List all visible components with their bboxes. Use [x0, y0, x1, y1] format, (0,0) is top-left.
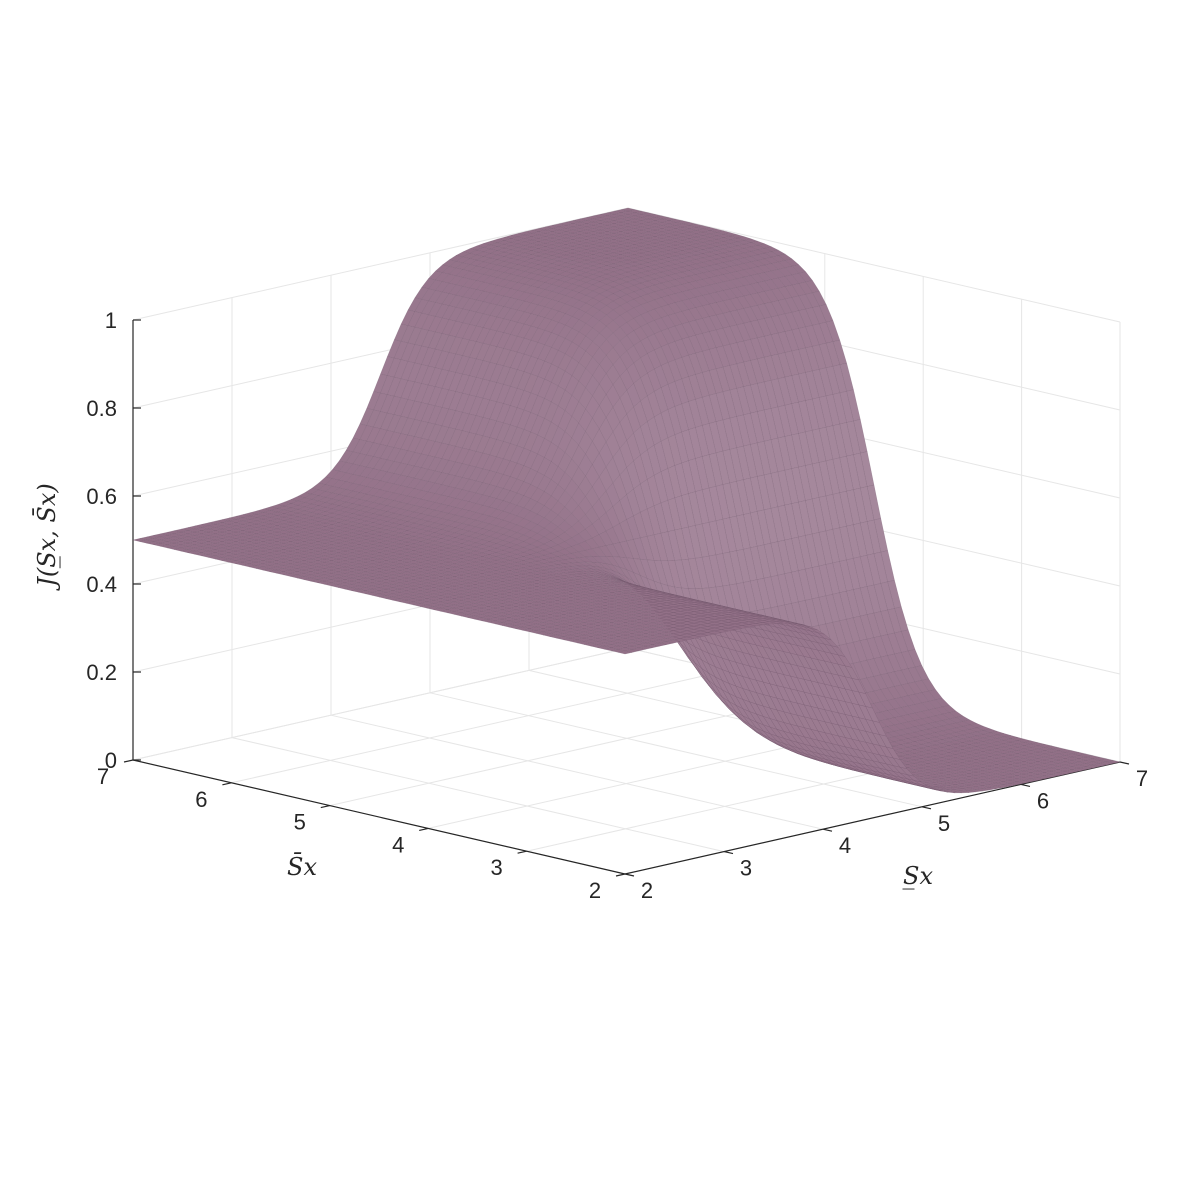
y-tick-mark — [517, 850, 527, 854]
grid-line — [429, 692, 923, 808]
grid-line — [627, 207, 1121, 323]
y-tick-mark — [222, 782, 232, 786]
x-tick-mark — [624, 873, 635, 877]
x-tick-mark — [921, 806, 932, 810]
x-tick-mark — [1020, 783, 1031, 787]
x-tick-mark — [822, 828, 833, 832]
y-tick-mark — [123, 759, 134, 763]
x-tick-mark — [723, 851, 734, 855]
grid-line — [231, 670, 727, 784]
y-tick-mark — [615, 873, 626, 877]
y-axis-line — [132, 759, 626, 875]
grid-line — [231, 737, 725, 853]
x-axis-line — [624, 761, 1121, 875]
grid-line — [132, 207, 629, 321]
x-tick-mark — [1119, 761, 1130, 765]
grid-line — [132, 647, 629, 761]
grid-line — [330, 714, 824, 830]
surface — [132, 207, 1121, 794]
y-tick-mark — [419, 827, 429, 831]
y-tick-mark — [320, 805, 330, 809]
